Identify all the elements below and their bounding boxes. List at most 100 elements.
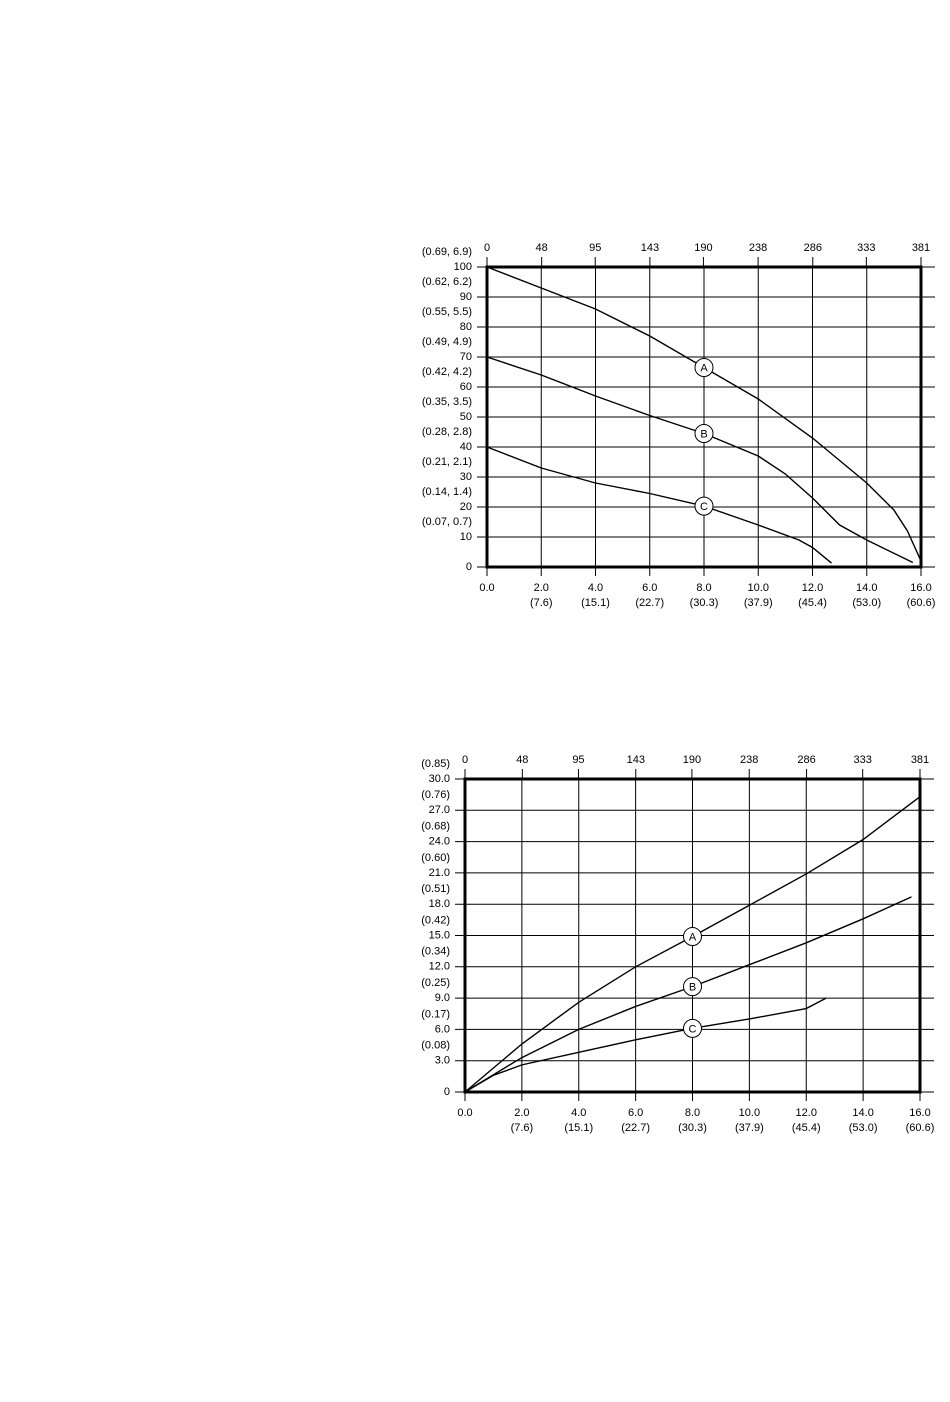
y-tick-label: 10 xyxy=(460,531,472,543)
series-label: C xyxy=(689,1023,697,1035)
y-tick-label: 80 xyxy=(460,321,472,333)
y-tick-sublabel: (0.69, 6.9) xyxy=(422,246,472,258)
y-tick-label: 60 xyxy=(460,381,472,393)
x-tick-sublabel: (60.6) xyxy=(907,597,936,609)
x-tick-label: 4.0 xyxy=(571,1107,586,1119)
x-tick-sublabel: (7.6) xyxy=(511,1122,534,1134)
y-tick-sublabel: (0.51) xyxy=(421,883,450,895)
x-tick-label: 14.0 xyxy=(856,582,877,594)
y-tick-label: 3.0 xyxy=(435,1055,450,1067)
x2-tick-label: 143 xyxy=(627,754,645,766)
x-tick-label: 6.0 xyxy=(628,1107,643,1119)
x-tick-label: 14.0 xyxy=(852,1107,873,1119)
x-tick-label: 4.0 xyxy=(588,582,603,594)
x-tick-sublabel: (30.3) xyxy=(690,597,719,609)
x2-tick-label: 190 xyxy=(694,242,712,254)
y-tick-sublabel: (0.14, 1.4) xyxy=(422,486,472,498)
series-label: B xyxy=(700,428,707,440)
y-tick-label: 30 xyxy=(460,471,472,483)
series-line xyxy=(486,356,914,564)
y-tick-label: 30.0 xyxy=(429,773,450,785)
x2-tick-label: 48 xyxy=(536,242,548,254)
y-tick-label: 40 xyxy=(460,441,472,453)
x-tick-sublabel: (45.4) xyxy=(792,1122,821,1134)
y-tick-sublabel: (0.85) xyxy=(421,758,450,770)
y-tick-sublabel: (0.42, 4.2) xyxy=(422,366,472,378)
series-label-circle xyxy=(683,977,702,997)
x-tick-sublabel: (45.4) xyxy=(798,597,827,609)
y-tick-sublabel: (0.21, 2.1) xyxy=(422,456,472,468)
y-tick-sublabel: (0.07, 0.7) xyxy=(422,516,472,528)
y-tick-label: 18.0 xyxy=(429,898,450,910)
x-tick-label: 16.0 xyxy=(909,1107,930,1119)
x2-tick-label: 286 xyxy=(804,242,822,254)
x-tick-sublabel: (37.9) xyxy=(735,1122,764,1134)
x2-tick-label: 333 xyxy=(853,754,871,766)
y-tick-sublabel: (0.42) xyxy=(421,914,450,926)
x-tick-sublabel: (15.1) xyxy=(564,1122,593,1134)
y-tick-label: 15.0 xyxy=(429,929,450,941)
y-tick-label: 12.0 xyxy=(429,961,450,973)
x-tick-sublabel: (37.9) xyxy=(744,597,773,609)
y-tick-label: 27.0 xyxy=(429,804,450,816)
x-tick-label: 0.0 xyxy=(479,582,494,594)
y-tick-sublabel: (0.55, 5.5) xyxy=(422,306,472,318)
y-tick-sublabel: (0.25) xyxy=(421,977,450,989)
y-tick-label: 0 xyxy=(466,561,472,573)
x-tick-label: 12.0 xyxy=(802,582,823,594)
x-tick-sublabel: (22.7) xyxy=(635,597,664,609)
x-tick-label: 2.0 xyxy=(534,582,549,594)
x-tick-sublabel: (22.7) xyxy=(621,1122,650,1134)
y-tick-label: 50 xyxy=(460,411,472,423)
x2-tick-label: 95 xyxy=(589,242,601,254)
x2-tick-label: 381 xyxy=(912,242,930,254)
y-tick-label: 21.0 xyxy=(429,867,450,879)
x-tick-label: 8.0 xyxy=(685,1107,700,1119)
x2-tick-label: 286 xyxy=(797,754,815,766)
plot-frame xyxy=(485,265,923,569)
y-tick-sublabel: (0.35, 3.5) xyxy=(422,396,472,408)
x2-tick-label: 333 xyxy=(857,242,875,254)
y-tick-label: 9.0 xyxy=(435,992,450,1004)
x2-tick-label: 190 xyxy=(683,754,701,766)
series-label-circle xyxy=(683,1018,702,1038)
x-tick-label: 2.0 xyxy=(514,1107,529,1119)
x2-tick-label: 0 xyxy=(462,754,468,766)
series-label: A xyxy=(689,931,697,943)
series-line xyxy=(464,997,827,1093)
x2-tick-label: 238 xyxy=(749,242,767,254)
x-tick-label: 12.0 xyxy=(796,1107,817,1119)
x2-tick-label: 95 xyxy=(572,754,584,766)
x2-tick-label: 381 xyxy=(911,754,929,766)
x-tick-sublabel: (7.6) xyxy=(530,597,553,609)
y-tick-label: 0 xyxy=(444,1086,450,1098)
x-tick-label: 10.0 xyxy=(748,582,769,594)
y-tick-sublabel: (0.76) xyxy=(421,789,450,801)
x-tick-label: 8.0 xyxy=(696,582,711,594)
x-tick-label: 0.0 xyxy=(457,1107,472,1119)
y-tick-sublabel: (0.60) xyxy=(421,852,450,864)
x-tick-label: 16.0 xyxy=(910,582,931,594)
y-tick-sublabel: (0.28, 2.8) xyxy=(422,426,472,438)
x2-tick-label: 143 xyxy=(641,242,659,254)
series-label: A xyxy=(700,362,708,374)
series-label-circle xyxy=(694,358,714,377)
x2-tick-label: 0 xyxy=(484,242,490,254)
y-tick-sublabel: (0.68) xyxy=(421,821,450,833)
x-tick-label: 6.0 xyxy=(642,582,657,594)
y-tick-sublabel: (0.08) xyxy=(421,1040,450,1052)
y-tick-label: 100 xyxy=(454,261,472,273)
y-tick-sublabel: (0.49, 4.9) xyxy=(422,336,472,348)
x-tick-sublabel: (15.1) xyxy=(581,597,610,609)
y-tick-sublabel: (0.62, 6.2) xyxy=(422,276,472,288)
y-tick-sublabel: (0.17) xyxy=(421,1008,450,1020)
y-tick-label: 90 xyxy=(460,291,472,303)
series-label-circle xyxy=(694,424,714,443)
plot-frame xyxy=(463,777,922,1094)
series-label-circle xyxy=(694,496,714,516)
x-tick-sublabel: (60.6) xyxy=(906,1122,935,1134)
x2-tick-label: 48 xyxy=(516,754,528,766)
x-tick-label: 10.0 xyxy=(739,1107,760,1119)
